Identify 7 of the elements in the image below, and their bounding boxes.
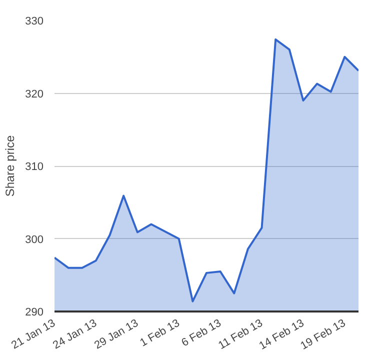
y-tick-label: 300 [25,234,44,246]
y-tick-label: 330 [25,16,44,28]
y-tick-label: 290 [25,306,44,318]
y-tick-label: 310 [25,161,44,173]
y-axis-title: Share price [3,134,18,197]
y-tick-label: 320 [25,88,44,100]
x-tick-label: 1 Feb 13 [138,317,182,350]
